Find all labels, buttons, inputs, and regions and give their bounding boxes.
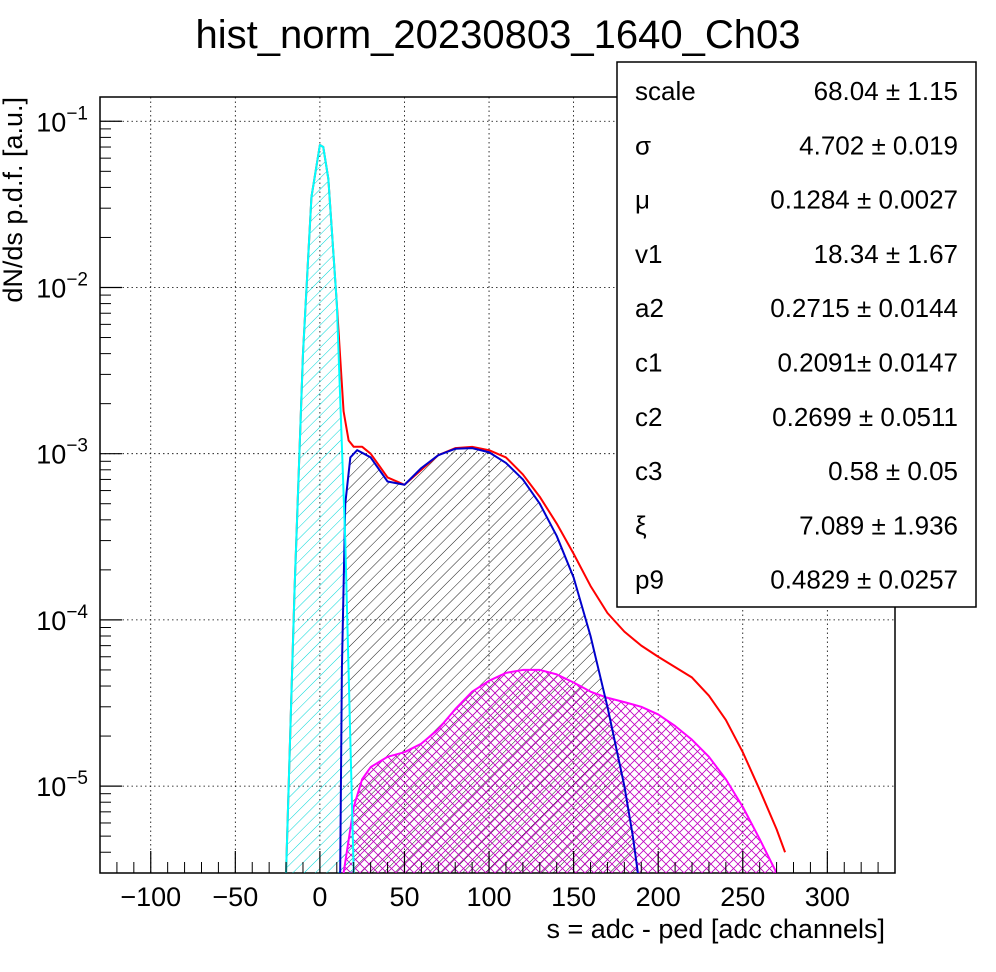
series-line xyxy=(342,668,778,873)
stat-param-name: a2 xyxy=(635,293,664,323)
stat-param-name: ξ xyxy=(635,510,647,540)
stat-param-value: 68.04 ± 1.15 xyxy=(814,76,958,106)
x-tick-label: 0 xyxy=(312,882,327,912)
y-tick-label: 10−4 xyxy=(36,602,88,636)
stat-param-value: 18.34 ± 1.67 xyxy=(814,239,958,269)
x-tick-label: 200 xyxy=(636,882,681,912)
x-tick-label: 100 xyxy=(467,882,512,912)
stat-param-value: 0.2091± 0.0147 xyxy=(777,348,958,378)
fit-curves xyxy=(285,143,786,873)
x-axis-title: s = adc - ped [adc channels] xyxy=(547,914,885,944)
stat-param-value: 0.4829 ± 0.0257 xyxy=(770,565,958,595)
x-tick-label: 50 xyxy=(389,882,419,912)
y-tick-label: 10−2 xyxy=(36,269,88,303)
chart-title: hist_norm_20230803_1640_Ch03 xyxy=(196,13,801,57)
fit-parameters-box: scale 68.04 ± 1.15 σ 4.702 ± 0.019 μ 0.1284 ±… xyxy=(616,61,977,608)
stat-param-value: 4.702 ± 0.019 xyxy=(799,130,958,160)
stat-param-value: 0.2699 ± 0.0511 xyxy=(772,402,958,432)
stat-param-value: 0.1284 ± 0.0027 xyxy=(770,185,958,215)
stat-param-value: 7.089 ± 1.936 xyxy=(799,510,958,540)
x-tick-label: −50 xyxy=(212,882,258,912)
x-tick-label: −100 xyxy=(120,882,181,912)
stat-param-name: c2 xyxy=(635,402,662,432)
y-tick-label: 10−1 xyxy=(36,103,88,137)
stats-box-frame xyxy=(616,61,977,608)
stat-param-name: c3 xyxy=(635,456,662,486)
series-line xyxy=(285,143,355,873)
stat-param-name: scale xyxy=(635,76,696,106)
stat-param-value: 0.58 ± 0.05 xyxy=(828,456,958,486)
series-fill xyxy=(343,669,777,873)
stat-param-name: μ xyxy=(635,185,650,215)
stat-param-name: v1 xyxy=(635,239,662,269)
series-line xyxy=(339,447,639,873)
stat-param-name: p9 xyxy=(635,565,664,595)
stat-param-value: 0.2715 ± 0.0144 xyxy=(770,293,958,323)
y-tick-label: 10−5 xyxy=(36,768,88,802)
x-tick-label: 150 xyxy=(551,882,596,912)
x-tick-label: 250 xyxy=(720,882,765,912)
y-axis-title: dN/ds p.d.f. [a.u.] xyxy=(0,97,28,303)
x-tick-label: 300 xyxy=(805,882,850,912)
axes: −100 −50 0 50 100 150 200 250 300 10−5 10−4 10−3 10−… xyxy=(36,103,896,912)
stat-param-name: σ xyxy=(635,130,651,160)
y-tick-label: 10−3 xyxy=(36,436,88,470)
stat-param-name: c1 xyxy=(635,348,662,378)
